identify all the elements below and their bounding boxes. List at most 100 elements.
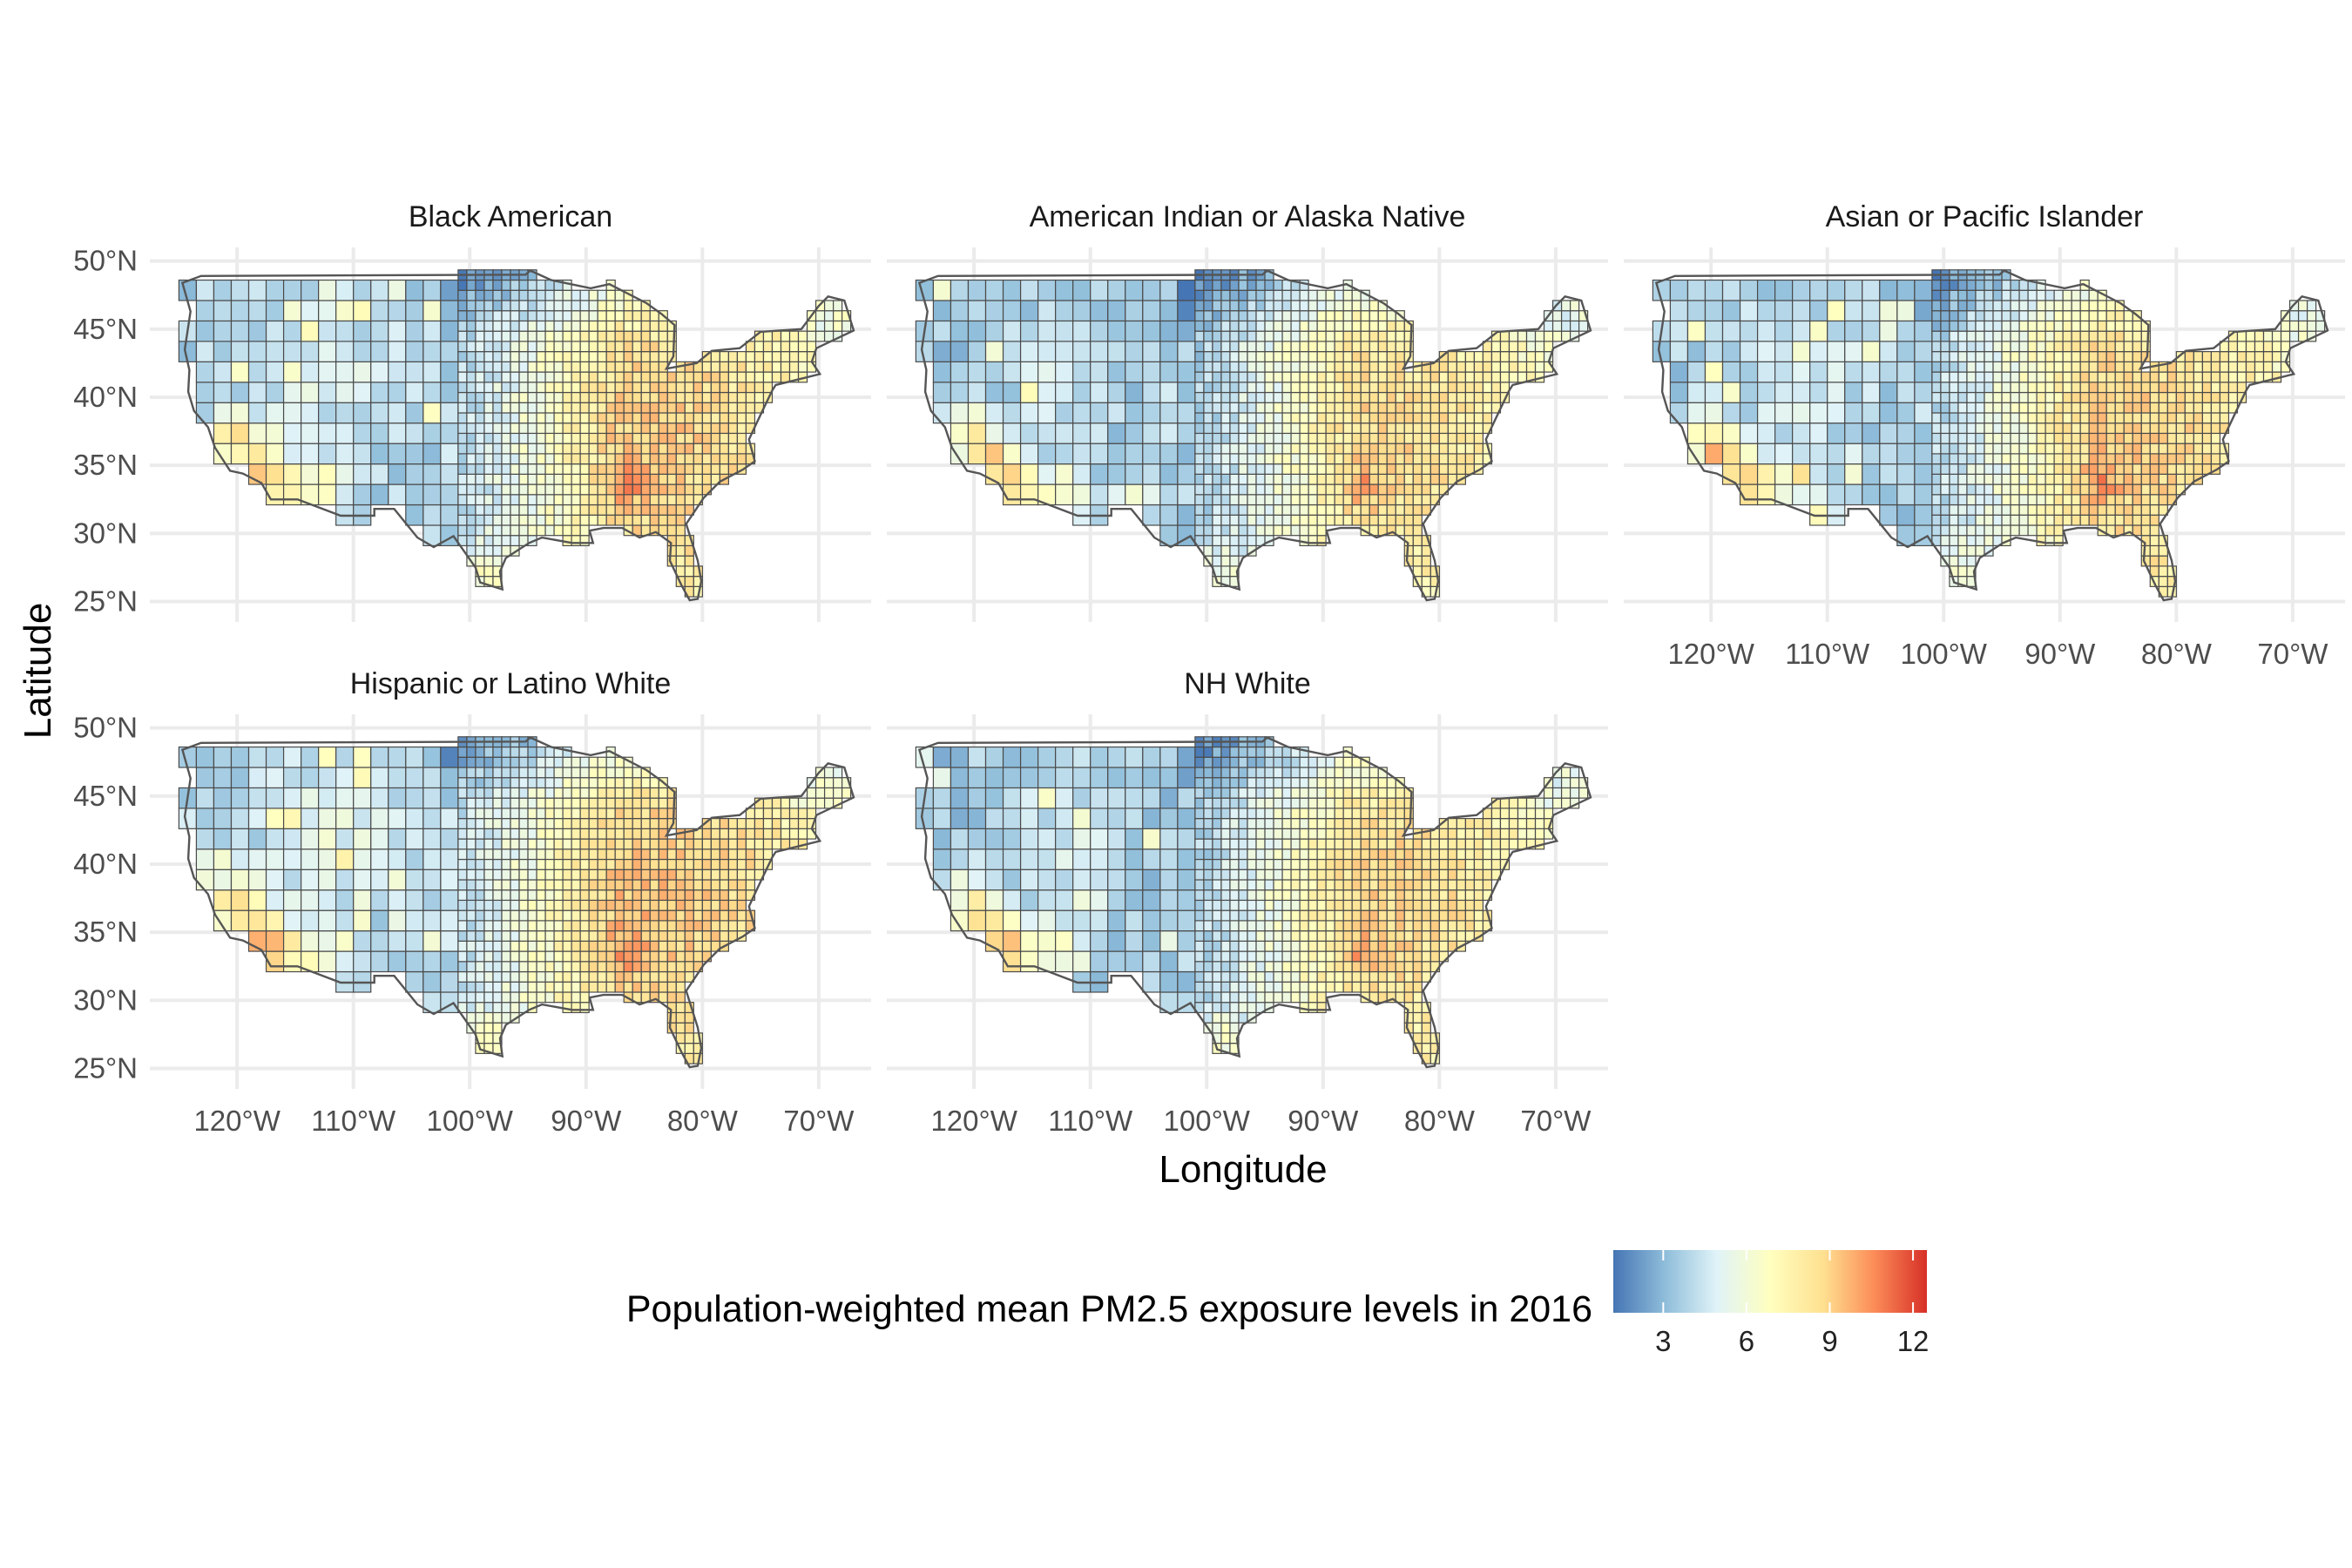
county-polygon bbox=[544, 767, 555, 779]
county-polygon bbox=[1386, 412, 1396, 424]
county-polygon bbox=[2018, 341, 2029, 353]
county-polygon bbox=[2053, 382, 2064, 394]
county-polygon bbox=[1290, 402, 1301, 414]
county-polygon bbox=[370, 402, 389, 424]
county-polygon bbox=[1229, 848, 1240, 861]
county-polygon bbox=[195, 746, 215, 768]
county-polygon bbox=[2088, 494, 2099, 506]
county-polygon bbox=[518, 524, 529, 537]
county-polygon bbox=[475, 808, 485, 820]
county-polygon bbox=[1264, 828, 1274, 840]
county-polygon bbox=[2123, 494, 2133, 506]
county-polygon bbox=[1316, 494, 1327, 506]
county-polygon bbox=[1107, 767, 1126, 789]
county-polygon bbox=[1238, 279, 1248, 291]
county-polygon bbox=[1308, 777, 1318, 789]
county-polygon bbox=[1290, 940, 1301, 952]
county-polygon bbox=[1325, 920, 1335, 932]
county-polygon bbox=[1159, 909, 1179, 932]
county-polygon bbox=[282, 320, 302, 342]
county-polygon bbox=[1255, 940, 1266, 952]
county-polygon bbox=[457, 899, 468, 911]
county-polygon bbox=[1325, 463, 1335, 475]
county-polygon bbox=[475, 361, 485, 373]
county-polygon bbox=[1203, 524, 1213, 537]
county-polygon bbox=[1203, 330, 1213, 342]
county-polygon bbox=[762, 808, 774, 820]
county-polygon bbox=[1940, 300, 1950, 312]
county-polygon bbox=[335, 746, 355, 768]
county-polygon bbox=[536, 797, 546, 809]
county-polygon bbox=[614, 300, 625, 312]
county-polygon bbox=[2088, 412, 2099, 424]
county-polygon bbox=[536, 950, 546, 963]
county-polygon bbox=[527, 524, 537, 537]
county-polygon bbox=[640, 443, 651, 455]
county-polygon bbox=[510, 858, 520, 870]
county-polygon bbox=[1037, 463, 1057, 485]
county-polygon bbox=[675, 453, 686, 465]
county-polygon bbox=[1351, 351, 1362, 362]
county-polygon bbox=[1055, 889, 1074, 911]
county-polygon bbox=[1255, 300, 1266, 312]
county-polygon bbox=[1325, 473, 1335, 485]
county-polygon bbox=[2010, 514, 2020, 526]
county-polygon bbox=[1273, 961, 1283, 973]
county-polygon bbox=[1019, 909, 1039, 932]
county-polygon bbox=[1721, 361, 1741, 383]
county-polygon bbox=[527, 828, 537, 840]
county-polygon bbox=[510, 361, 520, 373]
county-polygon bbox=[605, 371, 616, 383]
county-polygon bbox=[2088, 473, 2099, 485]
county-polygon bbox=[754, 828, 765, 840]
county-polygon bbox=[1142, 361, 1161, 383]
county-polygon bbox=[353, 422, 372, 444]
county-polygon bbox=[553, 858, 564, 870]
county-polygon bbox=[1316, 361, 1327, 373]
county-polygon bbox=[1220, 1022, 1231, 1034]
county-polygon bbox=[1281, 330, 1292, 342]
county-polygon bbox=[1377, 494, 1388, 506]
county-polygon bbox=[2071, 371, 2081, 383]
county-polygon bbox=[1351, 787, 1362, 799]
county-polygon bbox=[571, 402, 581, 414]
county-polygon bbox=[1316, 391, 1327, 403]
county-polygon bbox=[675, 981, 686, 993]
county-polygon bbox=[1290, 961, 1301, 973]
county-polygon bbox=[501, 920, 511, 932]
county-polygon bbox=[1316, 1002, 1327, 1014]
county-polygon bbox=[2210, 412, 2221, 424]
county-polygon bbox=[2105, 443, 2116, 455]
county-polygon bbox=[1862, 361, 1881, 383]
county-polygon bbox=[2001, 382, 2011, 394]
county-polygon bbox=[1090, 382, 1109, 403]
county-polygon bbox=[475, 920, 485, 932]
county-polygon bbox=[597, 950, 607, 963]
county-polygon bbox=[1429, 930, 1440, 942]
county-polygon bbox=[1949, 453, 1959, 465]
county-polygon bbox=[483, 838, 494, 850]
county-polygon bbox=[1369, 382, 1379, 394]
county-polygon bbox=[2088, 504, 2099, 516]
county-polygon bbox=[1255, 858, 1266, 870]
county-polygon bbox=[649, 961, 659, 973]
county-polygon bbox=[301, 868, 320, 891]
county-polygon bbox=[1037, 320, 1057, 342]
county-polygon bbox=[1247, 483, 1257, 496]
county-polygon bbox=[1342, 909, 1353, 922]
county-polygon bbox=[1194, 899, 1205, 911]
county-polygon bbox=[518, 746, 529, 758]
county-polygon bbox=[719, 391, 730, 403]
county-polygon bbox=[614, 767, 625, 779]
county-polygon bbox=[1055, 848, 1074, 870]
county-polygon bbox=[832, 300, 843, 312]
county-polygon bbox=[1412, 412, 1423, 424]
county-polygon bbox=[623, 483, 633, 496]
county-polygon bbox=[562, 330, 572, 342]
county-polygon bbox=[2097, 412, 2107, 424]
county-polygon bbox=[1308, 889, 1318, 902]
county-polygon bbox=[1247, 899, 1257, 911]
county-polygon bbox=[745, 351, 756, 362]
county-polygon bbox=[483, 940, 494, 952]
county-polygon bbox=[614, 909, 625, 922]
